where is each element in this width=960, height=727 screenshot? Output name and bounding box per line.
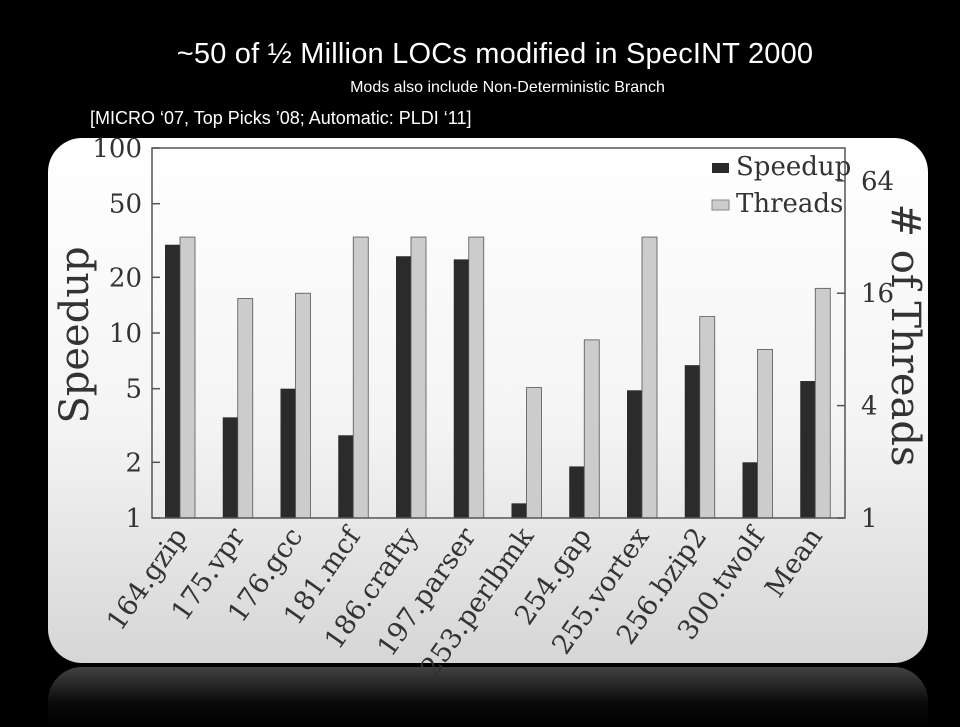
ticks-layer: 1 2 5 10 20 50 100 1 4 16 64 bbox=[92, 134, 894, 534]
bars-layer bbox=[165, 236, 831, 519]
bar-speedup-164-gzip bbox=[165, 244, 180, 518]
bar-threads-164-gzip bbox=[179, 236, 196, 519]
bar-threads-186-crafty bbox=[410, 236, 427, 519]
slide-title: ~50 of ½ Million LOCs modified in SpecIN… bbox=[176, 38, 814, 70]
left-tick-label: 1 bbox=[125, 504, 142, 534]
bar-speedup-253-perlbmk bbox=[511, 503, 527, 518]
bar-speedup-175-vpr bbox=[222, 417, 238, 518]
bar-threads-181-mcf bbox=[352, 236, 369, 519]
slide-subtitle: Mods also include Non-Deterministic Bran… bbox=[350, 79, 665, 96]
bar-threads-300-twolf bbox=[757, 349, 773, 519]
legend-speedup-label: Speedup bbox=[736, 152, 851, 182]
left-tick-label: 5 bbox=[125, 375, 142, 405]
x-tick-label-Mean: Mean bbox=[759, 522, 829, 603]
bar-speedup-256-bzip2 bbox=[684, 365, 700, 518]
right-tick-label: 64 bbox=[861, 167, 894, 197]
legend-threads-swatch bbox=[711, 199, 730, 211]
x-labels-layer: 164.gzip175.vpr176.gcc181.mcf186.crafty1… bbox=[101, 521, 829, 683]
bar-speedup-181-mcf bbox=[338, 435, 354, 518]
bar-speedup-197-parser bbox=[453, 259, 469, 518]
bar-threads-256-bzip2 bbox=[699, 316, 716, 519]
left-tick-label: 20 bbox=[109, 263, 142, 293]
bar-threads-255-vortex bbox=[641, 236, 658, 519]
panel-reflection bbox=[48, 667, 928, 727]
right-tick-label: 1 bbox=[861, 504, 878, 534]
left-tick-label: 50 bbox=[109, 190, 142, 220]
legend: Speedup Threads bbox=[711, 152, 851, 219]
bar-speedup-176-gcc bbox=[280, 388, 296, 518]
bar-threads-175-vpr bbox=[237, 298, 254, 519]
bar-threads-Mean bbox=[814, 287, 831, 519]
left-tick-label: 100 bbox=[92, 134, 142, 164]
bar-threads-197-parser bbox=[468, 236, 485, 519]
citation-text: [MICRO ‘07, Top Picks ’08; Automatic: PL… bbox=[90, 108, 472, 128]
legend-threads-label: Threads bbox=[736, 189, 843, 219]
left-tick-label: 10 bbox=[109, 319, 142, 349]
bar-speedup-186-crafty bbox=[396, 256, 411, 518]
left-axis-label: Speedup bbox=[52, 246, 98, 423]
legend-speedup-swatch bbox=[712, 163, 729, 173]
bar-speedup-300-twolf bbox=[742, 462, 758, 518]
bar-threads-176-gcc bbox=[295, 292, 311, 519]
left-tick-label: 2 bbox=[125, 448, 142, 478]
bar-threads-254-gap bbox=[583, 339, 600, 519]
right-tick-label: 4 bbox=[861, 392, 878, 422]
bar-threads-253-perlbmk bbox=[526, 387, 542, 519]
bar-speedup-Mean bbox=[800, 381, 816, 518]
bar-speedup-254-gap bbox=[569, 466, 585, 518]
bar-speedup-255-vortex bbox=[627, 390, 642, 518]
right-axis-label: # of Threads bbox=[882, 203, 928, 466]
right-tick-label: 16 bbox=[861, 279, 894, 309]
